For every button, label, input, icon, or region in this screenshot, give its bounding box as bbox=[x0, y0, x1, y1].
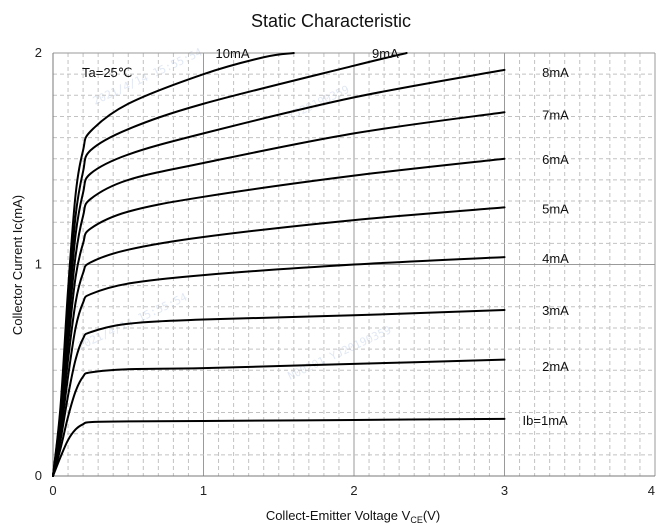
series-label: 6mA bbox=[542, 152, 569, 167]
series-curve-4ma bbox=[52, 256, 506, 477]
x-tick-label: 4 bbox=[648, 483, 655, 498]
series-label: 7mA bbox=[542, 107, 569, 122]
x-tick-label: 1 bbox=[200, 483, 207, 498]
series-curve-10ma bbox=[52, 52, 295, 477]
y-axis-title: Collector Current Ic(mA) bbox=[10, 195, 25, 335]
series-label: 10mA bbox=[216, 46, 250, 61]
labels-layer: Ib=1mA 2mA 3mA 4mA 5mA 6mA 7mA 8mA 9mA 10mA bbox=[216, 46, 570, 428]
series-label: Ib=1mA bbox=[523, 413, 568, 428]
series-label: 3mA bbox=[542, 303, 569, 318]
x-axis-title: Collect-Emitter Voltage VCE(V) bbox=[266, 508, 440, 525]
series-curve-ib-1ma bbox=[52, 417, 506, 477]
series-label: 5mA bbox=[542, 201, 569, 216]
series-label: 2mA bbox=[542, 359, 569, 374]
watermark-text: N00201 YJ20190359 bbox=[286, 323, 394, 382]
x-tick-label: 3 bbox=[501, 483, 508, 498]
curves-layer bbox=[52, 52, 506, 477]
y-tick-label: 0 bbox=[35, 468, 42, 483]
chart-title: Static Characteristic bbox=[251, 11, 411, 31]
series-curve-3ma bbox=[52, 308, 506, 477]
series-label: 4mA bbox=[542, 251, 569, 266]
series-curve-2ma bbox=[52, 358, 506, 477]
axes-layer: 0 1 2 3 4 0 1 2 bbox=[35, 45, 655, 498]
series-label: 8mA bbox=[542, 65, 569, 80]
x-axis-title-main: Collect-Emitter Voltage V bbox=[266, 508, 411, 523]
grid-layer bbox=[53, 52, 656, 476]
x-axis-title-unit: (V) bbox=[423, 508, 440, 523]
y-tick-label: 1 bbox=[35, 257, 42, 272]
x-axis-title-subscript: CE bbox=[410, 515, 423, 525]
y-tick-label: 2 bbox=[35, 45, 42, 60]
x-tick-label: 2 bbox=[350, 483, 357, 498]
temperature-annotation: Ta=25℃ bbox=[82, 65, 132, 80]
series-label: 9mA bbox=[372, 46, 399, 61]
x-tick-label: 0 bbox=[49, 483, 56, 498]
